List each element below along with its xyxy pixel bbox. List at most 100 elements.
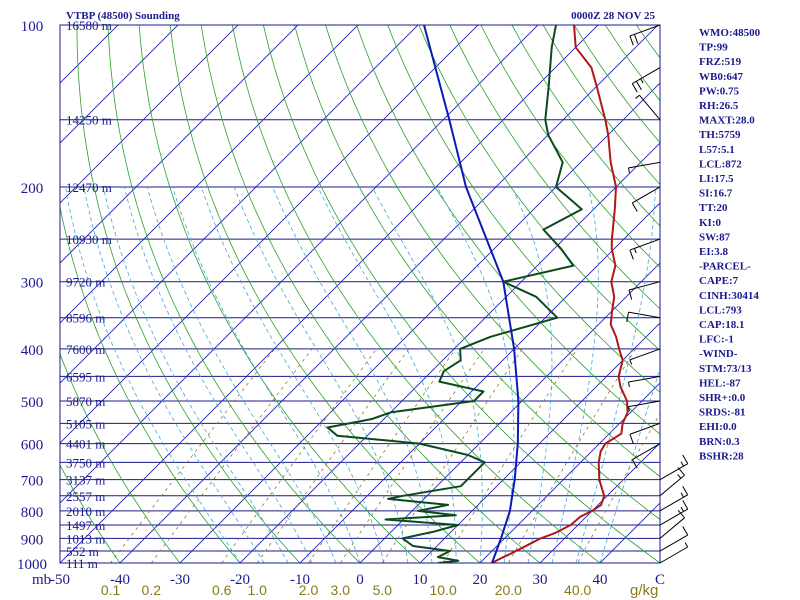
moist-adiabat-line (272, 186, 433, 563)
temperature-tick-label: -30 (170, 572, 190, 588)
stability-index-text: STM:73/13 (699, 363, 752, 375)
isotherm-line (0, 13, 10, 574)
pressure-tick-label: 700 (21, 474, 44, 490)
stability-index-text: SRDS:-81 (699, 407, 745, 419)
series-line-dewpoint (326, 25, 583, 563)
isotherm-line (179, 82, 660, 563)
dry-adiabat-line (60, 464, 121, 563)
wind-barb (627, 375, 661, 387)
mixing-ratio-label: 40.0 (564, 582, 591, 598)
isotherm-line (60, 25, 599, 563)
stability-index-text: L57:5.1 (699, 144, 735, 156)
stability-index-text: SHR+:0.0 (699, 392, 746, 404)
wind-barb (631, 443, 661, 469)
wind-barb (659, 485, 689, 512)
stability-indices: WMO:48500 TP:99 FRZ:519 WB0:647 PW:0.75 RH:26… (699, 27, 761, 462)
mixing-ratio-label: 0.1 (101, 582, 121, 598)
isotherm-line (60, 25, 359, 324)
isotherm-line (0, 13, 70, 574)
moist-adiabat-line (233, 186, 409, 563)
chart-series (326, 25, 629, 563)
mixing-ratio-line (442, 348, 578, 563)
height-label: 111 m (66, 556, 98, 571)
stability-index-text: TT:20 (699, 202, 728, 214)
isotherm-line (479, 382, 660, 563)
dry-adiabat-line (356, 25, 660, 435)
height-label: 2557 m (66, 489, 105, 504)
stability-index-text: WB0:647 (699, 71, 744, 83)
isotherm-line (239, 142, 660, 563)
stability-index-text: PW:0.75 (699, 85, 740, 97)
pressure-tick-label: 600 (21, 438, 44, 454)
dry-adiabat-line (169, 25, 481, 563)
stability-index-text: LCL:872 (699, 158, 742, 170)
height-label: 5870 m (66, 394, 105, 409)
height-label: 9720 m (66, 275, 105, 290)
stability-index-text: MAXT:28.0 (699, 115, 755, 127)
stability-index-text: CAP:18.1 (699, 319, 745, 331)
temperature-tick-label: C (655, 572, 665, 588)
moist-adiabat-line (65, 186, 241, 563)
isotherm-line (299, 202, 660, 563)
dry-adiabat-line (60, 352, 181, 563)
stability-index-text: EI:3.8 (699, 246, 729, 258)
wind-barbs (626, 24, 689, 564)
dry-adiabat-line (107, 25, 361, 563)
mixing-ratio-line (507, 348, 636, 563)
mixing-ratio-label: 0.2 (142, 582, 162, 598)
dry-adiabat-line (138, 25, 421, 563)
stability-index-text: CINH:30414 (699, 290, 759, 302)
wind-barb (659, 500, 689, 526)
pressure-tick-label: 400 (21, 343, 44, 359)
mixing-ratio-line (381, 348, 523, 563)
height-label: 14250 m (66, 113, 112, 128)
mixing-ratio-line (256, 348, 410, 563)
mixing-ratio-unit-label: g/kg (630, 582, 658, 599)
wind-barb (631, 186, 661, 212)
pressure-tick-label: 100 (21, 19, 44, 35)
moist-adiabat-line (599, 367, 660, 563)
mixing-ratio-label: 0.6 (212, 582, 232, 598)
dry-adiabat-line (792, 25, 800, 574)
stability-index-text: HEL:-87 (699, 377, 741, 389)
isotherm-line (60, 25, 119, 84)
temperature-tick-label: -10 (290, 572, 310, 588)
moist-adiabat-line (511, 186, 553, 563)
stability-index-text: RH:26.5 (699, 100, 739, 112)
temperature-tick-label: 10 (413, 572, 428, 588)
dry-adiabat-line (325, 25, 660, 478)
plot-frame (59, 24, 661, 564)
series-line-temperature (491, 25, 629, 563)
wind-barb (629, 348, 661, 365)
stability-index-text: TH:5759 (699, 129, 741, 141)
stability-index-text: LI:17.5 (699, 173, 734, 185)
dry-adiabat-line (761, 25, 800, 574)
stability-index-text: SI:16.7 (699, 188, 733, 200)
wind-barb (627, 161, 661, 173)
y-axis-unit-label: mb (32, 572, 51, 588)
chart-datetime: 0000Z 28 NOV 25 (571, 10, 655, 22)
wind-barb (629, 422, 661, 444)
stability-index-text: FRZ:519 (699, 56, 742, 68)
isotherm-line (119, 25, 659, 563)
height-label: 2010 m (66, 504, 105, 519)
stability-index-text: -PARCEL- (699, 261, 751, 273)
moist-adiabat-line (102, 186, 289, 563)
wind-barb (629, 238, 661, 260)
height-label: 4401 m (66, 437, 105, 452)
height-label: 5105 m (66, 416, 105, 431)
height-label: 8596 m (66, 311, 105, 326)
temperature-tick-label: -50 (50, 572, 70, 588)
mixing-ratio-label: 2.0 (299, 582, 319, 598)
stability-index-text: LFC:-1 (699, 334, 734, 346)
height-label: 1497 m (66, 518, 105, 533)
pressure-tick-label: 500 (21, 395, 44, 411)
isotherm-line (60, 25, 179, 144)
wind-barb (628, 281, 661, 300)
stability-index-text: TP:99 (699, 42, 728, 54)
mixing-ratio-label: 20.0 (495, 582, 522, 598)
temperature-tick-label: 20 (473, 572, 488, 588)
mixing-ratio-line (110, 348, 276, 563)
stability-index-text: BRN:0.3 (699, 436, 740, 448)
